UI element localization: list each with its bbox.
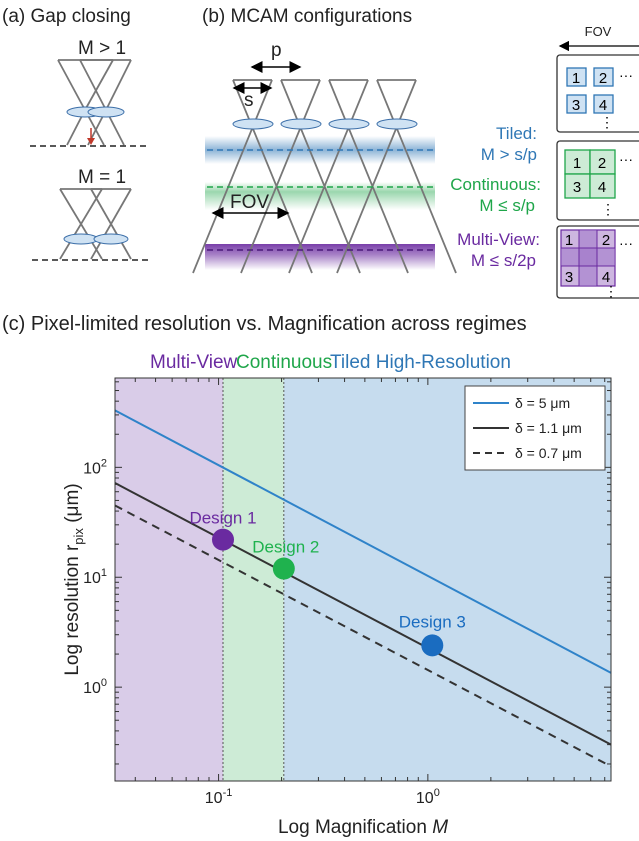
- design-label: Design 2: [252, 538, 319, 557]
- lens-icon: [64, 234, 98, 244]
- panel-a-title: (a) Gap closing: [2, 6, 131, 27]
- legend-label: δ = 0.7 μm: [515, 445, 582, 461]
- ellipsis-v: ⋮: [601, 201, 615, 217]
- grid-number: 1: [565, 232, 573, 249]
- lens-icon: [377, 119, 417, 129]
- size-label: s: [244, 90, 254, 111]
- design-point: [212, 529, 234, 551]
- legend-label: δ = 5 μm: [515, 395, 570, 411]
- regime-label: Multi-View: [150, 352, 238, 373]
- grid-number: 3: [572, 97, 580, 114]
- regime-label: Tiled High-Resolution: [330, 352, 511, 373]
- y-tick-label: 100: [83, 677, 107, 697]
- fov-header: FOV: [585, 24, 612, 39]
- grid-number: 4: [598, 179, 606, 196]
- panel-a: (a) Gap closing M > 1 M = 1: [2, 6, 150, 260]
- ellipsis-h: ···: [619, 151, 633, 167]
- panel-b-title: (b) MCAM configurations: [202, 6, 412, 27]
- pitch-label: p: [271, 40, 282, 61]
- ellipsis-v: ⋮: [604, 283, 618, 299]
- lens-icon: [281, 119, 321, 129]
- design-point: [421, 634, 443, 656]
- multiview-condition: M ≤ s/2p: [471, 251, 536, 270]
- lens-icon: [329, 119, 369, 129]
- multiview-name: Multi-View:: [457, 230, 540, 249]
- panel-b: (b) MCAM configurations p: [193, 6, 639, 299]
- tiled-name: Tiled:: [496, 124, 537, 143]
- fov-label: FOV: [230, 192, 269, 213]
- x-axis-label: Log Magnification M: [278, 817, 448, 838]
- regime-label: Continuous: [236, 352, 332, 373]
- y-axis-label: Log resolution rpix (μm): [62, 483, 86, 675]
- gap-bottom-cones: [60, 189, 131, 259]
- tiled-condition: M > s/p: [481, 145, 537, 164]
- grid-number: 2: [602, 232, 610, 249]
- lens-icon: [94, 234, 128, 244]
- regime-region-continuous: [223, 378, 284, 781]
- design-label: Design 3: [399, 612, 466, 631]
- design-point: [273, 558, 295, 580]
- panel-c-title: (c) Pixel-limited resolution vs. Magnifi…: [2, 313, 527, 335]
- ellipsis-h: ···: [619, 235, 633, 251]
- y-tick-label: 101: [83, 567, 107, 587]
- panel-a-bottom-label: M = 1: [78, 167, 126, 188]
- lens-icon: [233, 119, 273, 129]
- grid-number: 4: [599, 97, 607, 114]
- panel-a-top-label: M > 1: [78, 38, 126, 59]
- y-tick-label: 102: [83, 457, 107, 477]
- x-tick-label: 100: [416, 787, 440, 807]
- grid-number: 3: [565, 269, 573, 286]
- grid-number: 3: [573, 179, 581, 196]
- gap-top-cones: [58, 60, 131, 145]
- legend-label: δ = 1.1 μm: [515, 420, 582, 436]
- grid-number: 2: [599, 70, 607, 87]
- continuous-condition: M ≤ s/p: [479, 196, 535, 215]
- continuous-name: Continuous:: [450, 175, 541, 194]
- ellipsis-h: ···: [619, 67, 633, 83]
- ellipsis-v: ⋮: [600, 114, 614, 130]
- lens-icon: [88, 107, 124, 117]
- x-tick-label: 10-1: [205, 787, 233, 807]
- grid-number: 1: [572, 70, 580, 87]
- design-label: Design 1: [189, 509, 256, 528]
- grid-number: 2: [598, 155, 606, 172]
- grid-number: 1: [573, 155, 581, 172]
